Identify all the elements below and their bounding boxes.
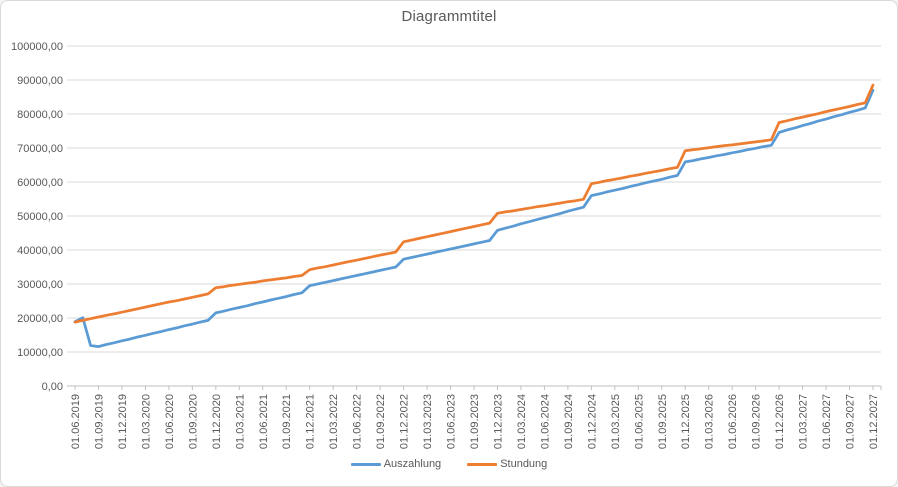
x-tick-label: 01.03.2021 [234,394,246,449]
chart-title[interactable]: Diagrammtitel [401,8,497,25]
x-tick-label: 01.09.2025 [657,394,669,449]
x-tick-label: 01.12.2025 [680,394,692,449]
x-tick-label: 01.03.2025 [610,394,622,449]
x-tick-label: 01.12.2026 [774,394,786,449]
x-tick-label: 01.03.2020 [140,394,152,449]
x-tick-label: 01.12.2022 [399,394,411,449]
x-tick-label: 01.03.2026 [704,394,716,449]
x-tick-label: 01.06.2022 [352,394,364,449]
y-tick-label: 90000,00 [17,75,63,87]
y-tick-label: 40000,00 [17,245,63,257]
x-tick-label: 01.12.2023 [492,394,504,449]
x-tick-label: 01.03.2027 [798,394,810,449]
x-tick-label: 01.03.2022 [328,394,340,449]
legend-item-auszahlung[interactable]: Auszahlung [350,458,442,470]
x-tick-label: 01.03.2024 [516,394,528,449]
legend-item-stundung[interactable]: Stundung [467,458,547,470]
x-tick-label: 01.09.2023 [469,394,481,449]
x-tick-label: 01.03.2023 [422,394,434,449]
x-tick-label: 01.12.2019 [117,394,129,449]
legend: Auszahlung Stundung [1,458,897,470]
series-line-stundung[interactable] [73,83,875,324]
legend-label-stundung: Stundung [500,458,548,470]
x-tick-label: 01.06.2023 [446,394,458,449]
x-tick-label: 01.06.2026 [727,394,739,449]
legend-line-swatch-stundung [467,462,498,466]
legend-label-auszahlung: Auszahlung [383,458,442,470]
legend-line-swatch-auszahlung [350,462,381,466]
y-tick-label: 10000,00 [17,347,63,359]
x-tick-label: 01.09.2026 [751,394,763,449]
x-tick-label: 01.06.2021 [258,394,270,449]
x-tick-label: 01.12.2020 [211,394,223,449]
x-tick-label: 01.12.2024 [586,394,598,449]
x-tick-label: 01.12.2027 [868,394,880,449]
x-tick-label: 01.09.2022 [375,394,387,449]
x-tick-label: 01.06.2024 [539,394,551,449]
x-tick-label: 01.09.2021 [281,394,293,449]
y-tick-label: 50000,00 [17,211,63,223]
x-tick-label: 01.06.2020 [164,394,176,449]
x-tick-label: 01.09.2024 [563,394,575,449]
y-tick-label: 100000,00 [11,41,63,53]
y-tick-label: 60000,00 [17,177,63,189]
x-tick-label: 01.09.2027 [845,394,857,449]
x-tick-label: 01.06.2019 [70,394,82,449]
x-tick-label: 01.06.2025 [633,394,645,449]
x-tick-label: 01.12.2021 [305,394,317,449]
y-tick-label: 20000,00 [17,313,63,325]
y-tick-label: 70000,00 [17,143,63,155]
x-tick-label: 01.06.2027 [821,394,833,449]
x-tick-label: 01.09.2019 [93,394,105,449]
y-tick-label: 80000,00 [17,109,63,121]
x-tick-label: 01.09.2020 [187,394,199,449]
y-tick-label: 30000,00 [17,279,63,291]
series-line-auszahlung[interactable] [73,88,875,348]
y-tick-label: 0,00 [42,381,63,393]
